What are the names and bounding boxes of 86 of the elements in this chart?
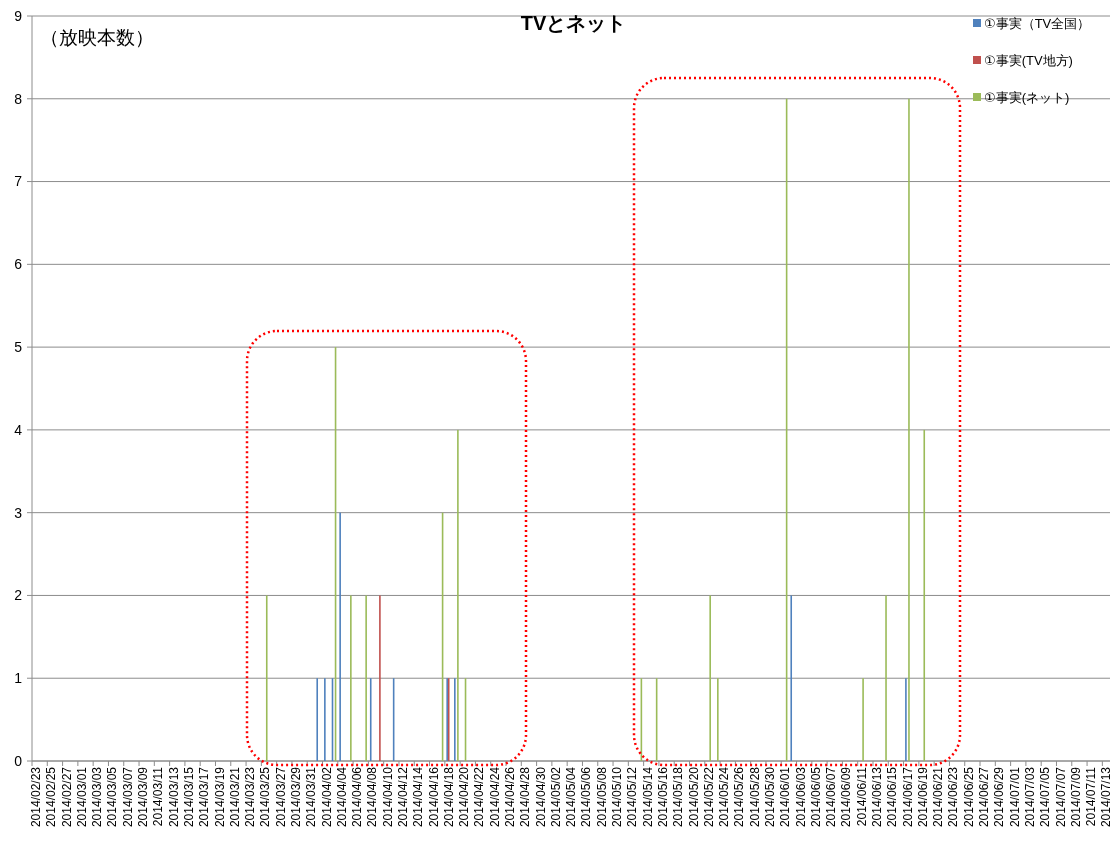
- x-tick-label: 2014/03/07: [120, 766, 135, 828]
- x-tick-label: 2014/07/05: [1038, 766, 1053, 828]
- x-tick-label: 2014/04/16: [426, 766, 441, 828]
- x-tick-label: 2014/04/28: [518, 766, 533, 828]
- legend-label: ①事実（TV全国）: [984, 15, 1091, 31]
- y-axis-title: （放映本数）: [40, 27, 154, 48]
- x-tick-label: 2014/03/09: [136, 766, 151, 828]
- x-tick-label: 2014/05/14: [640, 766, 655, 828]
- x-tick-label: 2014/06/09: [839, 766, 854, 828]
- x-tick-label: 2014/04/24: [487, 766, 502, 828]
- y-tick-label: 9: [14, 7, 23, 24]
- y-tick-label: 5: [14, 339, 23, 356]
- y-tick-label: 8: [14, 90, 23, 107]
- x-tick-label: 2014/04/26: [503, 766, 518, 828]
- x-tick-label: 2014/05/18: [671, 766, 686, 828]
- x-tick-label: 2014/07/09: [1068, 766, 1083, 828]
- x-tick-label: 2014/04/04: [334, 766, 349, 828]
- x-tick-label: 2014/06/15: [885, 766, 900, 828]
- x-tick-label: 2014/04/08: [365, 766, 380, 828]
- legend-label: ①事実(TV地方): [984, 52, 1073, 68]
- y-tick-label: 3: [14, 504, 23, 521]
- y-tick-label: 0: [14, 752, 23, 769]
- x-tick-label: 2014/07/01: [1007, 766, 1022, 828]
- x-tick-label: 2014/04/14: [411, 766, 426, 828]
- x-tick-label: 2014/07/13: [1099, 766, 1114, 828]
- x-tick-label: 2014/04/02: [319, 766, 334, 828]
- x-tick-label: 2014/06/05: [808, 766, 823, 828]
- x-tick-label: 2014/05/02: [548, 766, 563, 828]
- x-tick-label: 2014/03/21: [227, 766, 242, 828]
- x-tick-label: 2014/03/31: [304, 766, 319, 828]
- x-tick-label: 2014/04/30: [533, 766, 548, 828]
- x-tick-label: 2014/04/10: [380, 766, 395, 828]
- y-tick-label: 4: [14, 421, 23, 438]
- x-tick-label: 2014/05/16: [655, 766, 670, 828]
- y-tick-label: 6: [14, 256, 23, 273]
- x-tick-label: 2014/07/03: [1022, 766, 1037, 828]
- x-tick-label: 2014/06/07: [824, 766, 839, 828]
- x-tick-label: 2014/06/19: [915, 766, 930, 828]
- x-tick-label: 2014/06/29: [992, 766, 1007, 828]
- x-tick-label: 2014/03/23: [243, 766, 258, 828]
- x-tick-label: 2014/05/24: [717, 766, 732, 828]
- x-tick-label: 2014/05/20: [686, 766, 701, 828]
- x-tick-label: 2014/04/18: [441, 766, 456, 828]
- x-tick-label: 2014/05/12: [625, 766, 640, 828]
- x-tick-label: 2014/03/29: [288, 766, 303, 828]
- x-tick-label: 2014/03/11: [151, 766, 166, 827]
- x-tick-label: 2014/06/11: [854, 766, 869, 827]
- y-tick-label: 7: [14, 173, 23, 190]
- x-tick-label: 2014/07/11: [1084, 766, 1099, 827]
- x-tick-label: 2014/06/23: [946, 766, 961, 828]
- x-tick-label: 2014/03/17: [197, 766, 212, 828]
- x-tick-label: 2014/03/01: [74, 766, 89, 828]
- x-tick-label: 2014/05/26: [732, 766, 747, 828]
- x-tick-label: 2014/03/19: [212, 766, 227, 828]
- x-tick-label: 2014/04/22: [472, 766, 487, 828]
- y-tick-label: 2: [14, 587, 23, 604]
- x-tick-label: 2014/06/13: [870, 766, 885, 828]
- x-tick-label: 2014/05/08: [594, 766, 609, 828]
- x-tick-label: 2014/06/17: [900, 766, 915, 828]
- x-tick-label: 2014/06/03: [793, 766, 808, 828]
- x-tick-label: 2014/02/25: [44, 766, 59, 828]
- x-tick-label: 2014/05/30: [762, 766, 777, 828]
- x-tick-label: 2014/02/27: [59, 766, 74, 828]
- x-tick-label: 2014/05/10: [610, 766, 625, 828]
- x-tick-label: 2014/03/05: [105, 766, 120, 828]
- x-tick-label: 2014/03/13: [166, 766, 181, 828]
- x-tick-label: 2014/05/04: [564, 766, 579, 828]
- x-tick-label: 2014/04/06: [350, 766, 365, 828]
- x-tick-label: 2014/05/22: [701, 766, 716, 828]
- x-tick-label: 2014/03/27: [273, 766, 288, 828]
- chart-title: TVとネット: [520, 12, 627, 34]
- x-tick-label: 2014/06/25: [961, 766, 976, 828]
- x-tick-label: 2014/06/21: [931, 766, 946, 828]
- x-tick-label: 2014/02/23: [29, 766, 44, 828]
- x-tick-label: 2014/04/12: [396, 766, 410, 828]
- x-tick-label: 2014/06/01: [778, 766, 793, 828]
- x-tick-label: 2014/06/27: [977, 766, 992, 828]
- legend-label: ①事実(ネット): [984, 89, 1070, 105]
- x-tick-label: 2014/04/20: [457, 766, 472, 828]
- x-tick-label: 2014/03/25: [258, 766, 273, 828]
- x-tick-label: 2014/07/07: [1053, 766, 1068, 828]
- x-tick-label: 2014/03/03: [90, 766, 105, 828]
- y-tick-label: 1: [14, 670, 23, 687]
- x-tick-label: 2014/03/15: [181, 766, 196, 828]
- x-tick-label: 2014/05/06: [579, 766, 594, 828]
- x-tick-label: 2014/05/28: [747, 766, 762, 828]
